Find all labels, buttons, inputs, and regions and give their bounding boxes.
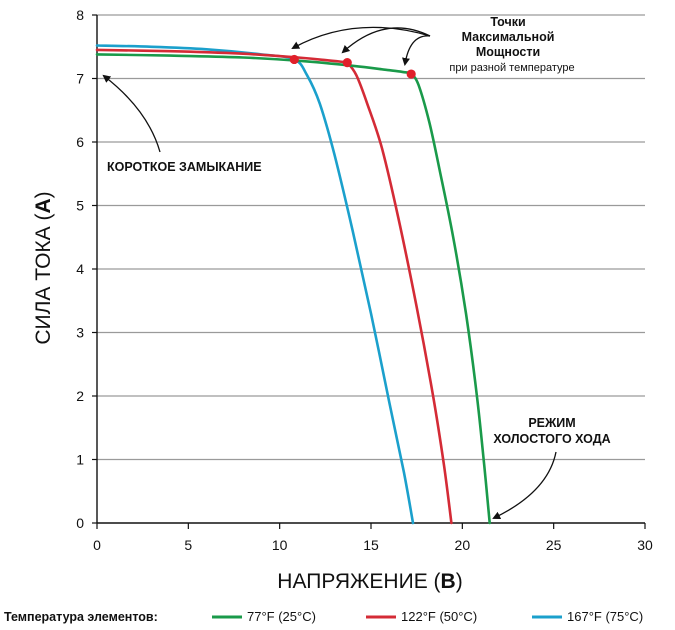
mpp-title-line-1: Точки: [490, 15, 525, 29]
y-tick-label: 7: [76, 71, 84, 87]
x-axis-title: НАПРЯЖЕНИЕ (В): [277, 570, 462, 593]
mpp-arrow-3: [402, 35, 431, 66]
short-circuit-arrow: [102, 74, 161, 153]
series-line-122f: [95, 48, 453, 525]
axes: [92, 14, 646, 529]
x-tick-label: 10: [272, 537, 288, 553]
gridlines: [97, 14, 645, 461]
max-power-point-marker: [406, 69, 416, 79]
series-line-77f: [95, 53, 491, 525]
mpp-arrow-1: [291, 26, 431, 49]
x-tick-label: 20: [455, 537, 471, 553]
max-power-markers: [289, 54, 416, 79]
y-tick-label: 1: [76, 452, 84, 468]
mpp-subtitle: при разной температуре: [449, 62, 574, 74]
mpp-arrow-2: [341, 27, 431, 54]
y-tick-label: 0: [76, 515, 84, 531]
legend-label-167f: 167°F (75°C): [567, 609, 643, 624]
legend-title: Температура элементов:: [4, 610, 158, 624]
max-power-point-marker: [342, 58, 352, 68]
max-power-point-marker: [289, 54, 299, 65]
y-axis-title: СИЛА ТОКА (А): [32, 191, 55, 344]
mpp-title-line-3: Мощности: [476, 45, 540, 59]
short-circuit-label: КОРОТКОЕ ЗАМЫКАНИЕ: [107, 160, 262, 174]
y-tick-label: 3: [76, 325, 84, 341]
series-lines: [95, 44, 491, 525]
y-tick-label: 4: [76, 261, 84, 277]
x-tick-label: 5: [184, 537, 192, 553]
y-tick-label: 2: [76, 388, 84, 404]
mpp-annotation: Точки Максимальной Мощности при разной т…: [291, 15, 575, 74]
y-tick-label: 6: [76, 134, 84, 150]
x-tick-label: 15: [363, 537, 379, 553]
legend: Температура элементов: 77°F (25°C) 122°F…: [4, 609, 643, 624]
open-circuit-arrow: [492, 451, 557, 519]
x-tick-label: 25: [546, 537, 562, 553]
short-circuit-annotation: КОРОТКОЕ ЗАМЫКАНИЕ: [102, 74, 262, 174]
x-tick-label: 30: [637, 537, 653, 553]
legend-label-77f: 77°F (25°C): [247, 609, 316, 624]
open-circuit-line-1: РЕЖИМ: [528, 416, 575, 430]
mpp-title-line-2: Максимальной: [462, 30, 555, 44]
y-tick-label: 5: [76, 198, 84, 214]
open-circuit-annotation: РЕЖИМ ХОЛОСТОГО ХОДА: [492, 416, 611, 519]
tick-labels: 0 1 2 3 4 5 6 7 8 0 5 10 15 20 25 30: [76, 7, 653, 553]
y-tick-label: 8: [76, 7, 84, 23]
open-circuit-line-2: ХОЛОСТОГО ХОДА: [493, 432, 610, 446]
x-tick-label: 0: [93, 537, 101, 553]
legend-label-122f: 122°F (50°C): [401, 609, 477, 624]
series-line-167f: [95, 44, 415, 525]
